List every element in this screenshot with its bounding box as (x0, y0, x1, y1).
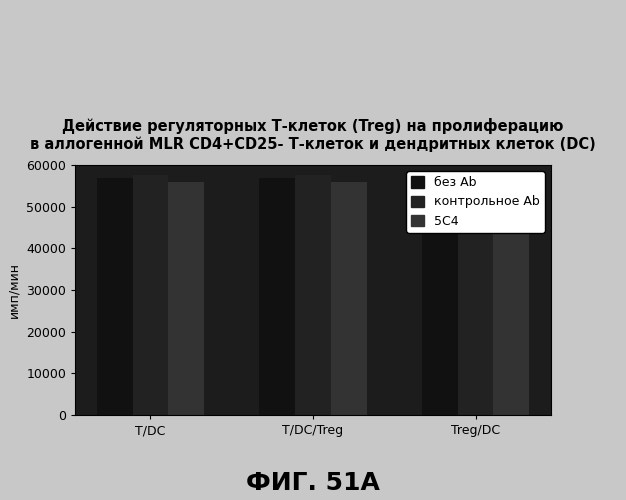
Bar (259, 178, 295, 415)
Bar (331, 182, 367, 415)
Bar (133, 176, 168, 415)
Y-axis label: имп/мин: имп/мин (8, 262, 21, 318)
Bar (295, 176, 331, 415)
Bar (422, 178, 458, 415)
Bar (493, 182, 529, 415)
Bar (97, 178, 133, 415)
Bar (458, 176, 493, 415)
Text: ФИГ. 51A: ФИГ. 51A (246, 471, 380, 495)
Text: Действие регуляторных Т-клеток (Treg) на пролиферацию
в аллогенной MLR CD4+CD25-: Действие регуляторных Т-клеток (Treg) на… (30, 118, 596, 152)
Legend: без Ab, контрольное Ab, 5C4: без Ab, контрольное Ab, 5C4 (406, 171, 545, 233)
Bar (168, 182, 204, 415)
